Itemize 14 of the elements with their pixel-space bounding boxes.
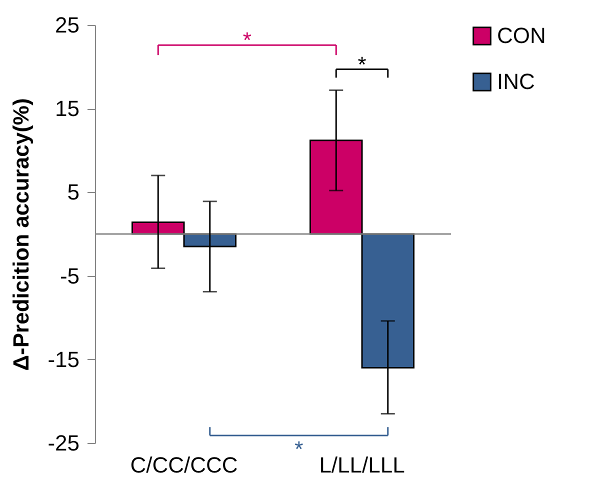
y-tick-label: 25	[55, 12, 80, 38]
legend-label: CON	[497, 23, 546, 48]
y-tick-label: -5	[60, 263, 80, 288]
y-axis-title: Δ-Predicition accuracy(%)	[8, 98, 34, 371]
x-tick-label: C/CC/CCC	[130, 452, 238, 478]
y-tick-label: 15	[55, 96, 80, 122]
annotation: *	[358, 52, 367, 77]
annotation: *	[294, 436, 304, 462]
x-tick-label: L/LL/LLL	[319, 452, 405, 478]
legend-label: INC	[497, 69, 535, 94]
annotation: *	[242, 28, 252, 53]
y-tick-label: -25	[48, 430, 80, 456]
y-tick-label: 5	[67, 180, 80, 205]
y-tick-label: -15	[48, 346, 80, 372]
